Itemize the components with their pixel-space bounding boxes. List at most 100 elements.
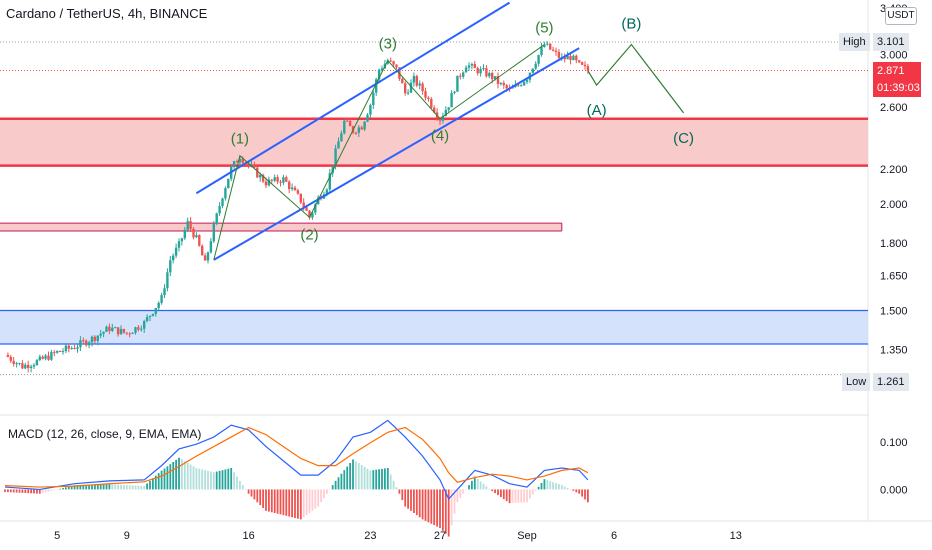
candle-up	[105, 326, 108, 332]
macd-histogram-bar	[439, 489, 441, 528]
price-tick-label: 1.500	[880, 306, 908, 318]
macd-histogram-bar	[523, 489, 525, 503]
macd-histogram-bar	[102, 484, 105, 490]
candle-down	[296, 190, 300, 194]
candle-down	[415, 76, 418, 86]
macd-histogram-bar	[96, 484, 99, 490]
currency-selector[interactable]: USDT	[885, 7, 917, 25]
macd-histogram-bar	[578, 489, 581, 494]
macd-histogram-bar	[326, 489, 328, 494]
macd-histogram-bar	[149, 480, 151, 490]
macd-histogram-bar	[59, 488, 61, 490]
macd-histogram-bar	[415, 489, 418, 516]
macd-histogram-bar	[27, 489, 30, 494]
candle-up	[537, 55, 540, 64]
macd-histogram-bar	[433, 489, 436, 526]
macd-histogram-bar	[123, 485, 125, 490]
macd-histogram-bar	[131, 485, 134, 490]
candle-up	[70, 348, 73, 350]
candle-down	[505, 85, 508, 89]
candle-down	[389, 60, 392, 62]
macd-histogram-bar	[201, 469, 204, 490]
macd-histogram-bar	[398, 489, 401, 494]
wave-label: (5)	[535, 20, 553, 37]
macd-histogram-bar	[526, 489, 528, 503]
macd-histogram-bar	[241, 485, 244, 490]
macd-histogram-bar	[572, 489, 575, 491]
macd-histogram-bar	[273, 489, 276, 513]
candle-up	[441, 115, 445, 121]
candle-down	[108, 326, 111, 331]
macd-histogram-bar	[424, 489, 427, 521]
time-tick-label: 23	[364, 530, 376, 542]
macd-histogram-bar	[154, 475, 157, 490]
candle-down	[404, 83, 407, 94]
candle-up	[499, 82, 503, 84]
macd-histogram-bar	[99, 484, 102, 490]
macd-histogram-bar	[514, 489, 517, 503]
macd-histogram-bar	[262, 489, 264, 508]
macd-histogram-bar	[494, 489, 496, 494]
macd-histogram-bar	[337, 477, 340, 490]
candle-up	[140, 328, 143, 330]
macd-histogram-bar	[70, 485, 73, 490]
candle-down	[93, 336, 97, 341]
candle-down	[235, 161, 239, 163]
macd-histogram-bar	[389, 474, 392, 490]
candle-up	[340, 133, 343, 142]
candle-up	[493, 76, 497, 80]
candle-up	[186, 221, 189, 230]
macd-histogram-bar	[166, 466, 169, 490]
candle-down	[285, 177, 288, 182]
candle-up	[174, 247, 178, 256]
macd-histogram-bar	[384, 468, 386, 490]
candle-down	[128, 333, 131, 335]
low-value: 1.261	[873, 373, 909, 391]
macd-histogram-bar	[210, 471, 212, 490]
candle-down	[476, 68, 479, 74]
macd-histogram-bar	[137, 485, 140, 490]
macd-histogram-bar	[82, 484, 85, 490]
candle-up	[369, 105, 372, 115]
macd-histogram-bar	[537, 486, 540, 490]
macd-histogram-bar	[117, 484, 119, 490]
time-tick-label: Sep	[517, 530, 537, 542]
macd-histogram-bar	[369, 470, 372, 490]
macd-histogram-bar	[140, 485, 143, 490]
macd-histogram-bar	[146, 483, 148, 490]
candle-up	[61, 351, 65, 353]
macd-histogram-bar	[268, 489, 270, 512]
macd-histogram-bar	[543, 479, 546, 490]
candle-down	[53, 351, 56, 353]
candle-down	[580, 62, 584, 65]
candle-down	[502, 82, 505, 86]
price-tick-label: 3.000	[880, 49, 908, 61]
macd-histogram-bar	[9, 489, 12, 493]
candle-up	[151, 313, 155, 316]
candle-down	[279, 181, 282, 183]
candle-down	[261, 175, 265, 182]
candle-down	[395, 64, 398, 68]
macd-histogram-bar	[546, 480, 549, 490]
candle-down	[302, 202, 305, 208]
macd-histogram-bar	[15, 489, 18, 493]
candle-up	[540, 47, 543, 56]
elliott-wave-path	[213, 44, 545, 261]
price-tick-label: 2.600	[880, 102, 908, 114]
macd-histogram-bar	[279, 489, 282, 515]
time-tick-label: 6	[611, 530, 617, 542]
candle-down	[569, 55, 572, 61]
macd-histogram-bar	[36, 489, 38, 494]
candle-down	[401, 78, 404, 84]
candle-up	[163, 288, 166, 296]
candle-up	[119, 328, 123, 335]
candle-up	[409, 82, 413, 93]
macd-histogram-bar	[357, 463, 360, 490]
candle-up	[227, 178, 230, 189]
candle-up	[50, 351, 53, 360]
macd-histogram-bar	[410, 489, 412, 511]
candle-down	[12, 360, 15, 365]
candle-up	[224, 188, 227, 199]
macd-histogram-bar	[62, 488, 64, 490]
